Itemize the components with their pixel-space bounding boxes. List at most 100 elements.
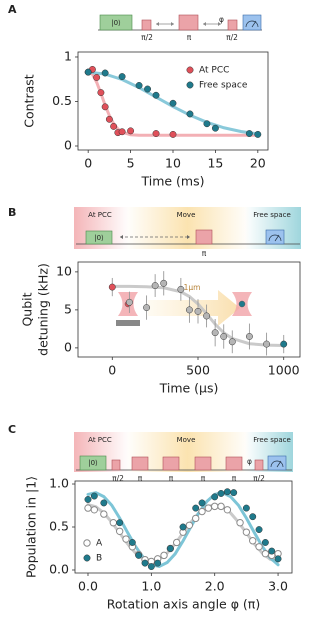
- diagram-label: π: [202, 249, 207, 258]
- diagram-label: φ: [247, 457, 252, 466]
- data-point: [109, 519, 118, 527]
- data-point: [254, 130, 262, 138]
- legend-label: At PCC: [199, 66, 229, 76]
- data-point: [128, 539, 136, 546]
- sequence-c: At PCC Move Free space |0⟩ π/2 π π π π φ…: [74, 432, 293, 483]
- data-point: [127, 127, 135, 135]
- x-tick-label: 5: [127, 156, 135, 171]
- data-point: [198, 499, 206, 507]
- diagram-label: At PCC: [88, 436, 112, 444]
- x-axis-title: Time (ms): [140, 174, 204, 189]
- diagram-label: |0⟩: [111, 19, 121, 27]
- x-tick-label: 1000: [268, 363, 300, 378]
- data-point: [125, 298, 133, 306]
- x-tick-label: 500: [186, 363, 210, 378]
- diagram-label: At PCC: [88, 211, 112, 219]
- data-point: [154, 559, 162, 567]
- x-tick-label: 0.0: [78, 579, 98, 594]
- data-point: [101, 69, 109, 77]
- data-point: [203, 312, 211, 320]
- diagram-label: Free space: [253, 211, 291, 219]
- data-point: [160, 551, 168, 560]
- data-point: [242, 528, 251, 536]
- data-point: [274, 555, 282, 563]
- legend-marker: [83, 554, 91, 562]
- y-tick-label: 0: [64, 339, 72, 354]
- panel-label: C: [8, 423, 16, 436]
- data-point: [118, 73, 126, 81]
- data-point: [236, 519, 244, 527]
- x-tick-label: 2.0: [205, 579, 225, 594]
- data-point: [223, 488, 231, 496]
- data-point: [211, 493, 219, 501]
- data-point: [204, 504, 213, 512]
- data-point: [93, 74, 101, 81]
- y-axis-title: detuning (kHz): [36, 263, 51, 356]
- data-point: [151, 282, 159, 290]
- diagram-label: π: [201, 474, 206, 483]
- data-point: [217, 490, 225, 497]
- data-point: [105, 115, 113, 123]
- data-point: [100, 510, 108, 518]
- diagram-label: Move: [177, 436, 196, 444]
- data-point: [118, 128, 126, 136]
- y-axis-title: Population in |1⟩: [24, 476, 39, 578]
- data-point: [245, 130, 253, 137]
- x-tick-label: 3.0: [268, 579, 288, 594]
- data-point: [152, 91, 160, 99]
- data-point: [101, 103, 109, 111]
- legend-marker: [186, 81, 194, 89]
- data-point: [186, 110, 194, 118]
- legend-marker: [186, 66, 194, 74]
- x-tick-label: 0: [84, 156, 92, 171]
- data-point: [249, 537, 257, 545]
- diagram-label: π/2: [253, 474, 265, 483]
- data-point: [116, 519, 124, 527]
- data-point: [242, 504, 250, 512]
- y-tick-label: 0.5: [52, 93, 72, 108]
- panel-label: B: [8, 206, 16, 219]
- data-point: [144, 85, 152, 93]
- data-point: [152, 130, 160, 137]
- data-point: [169, 99, 177, 107]
- data-point: [191, 514, 200, 523]
- y-tick-label: 1.0: [49, 476, 69, 491]
- data-point: [280, 340, 288, 348]
- data-point: [100, 499, 108, 507]
- x-tick-label: 0: [108, 363, 116, 378]
- data-point: [261, 539, 269, 546]
- data-point: [160, 279, 168, 287]
- sequence-b: At PCC Move Free space |0⟩ π: [74, 207, 301, 258]
- data-point: [177, 285, 185, 293]
- diagram-label: |0⟩: [94, 234, 104, 242]
- data-point: [255, 543, 263, 551]
- data-point: [211, 124, 219, 132]
- data-point: [141, 559, 149, 567]
- x-axis-title: Rotation axis angle φ (π): [107, 597, 260, 612]
- data-point: [135, 82, 143, 89]
- data-point: [230, 489, 238, 497]
- y-tick-label: 10: [56, 263, 72, 278]
- data-point: [110, 122, 118, 130]
- data-point: [122, 535, 130, 543]
- legend-marker: [83, 539, 91, 547]
- data-point: [198, 507, 206, 516]
- y-axis-title: Contrast: [22, 74, 37, 128]
- data-point: [211, 329, 219, 337]
- diagram-label: π: [169, 474, 174, 483]
- data-point: [249, 513, 257, 521]
- panel-label: A: [8, 3, 17, 16]
- data-point: [220, 333, 228, 340]
- data-point: [263, 340, 271, 348]
- data-point: [255, 526, 263, 534]
- data-point: [245, 333, 253, 340]
- x-axis-title: Time (μs): [159, 381, 219, 396]
- data-point: [108, 283, 116, 291]
- x-tick-label: 20: [250, 156, 266, 171]
- legend-label: A: [96, 539, 103, 549]
- data-point: [90, 492, 98, 500]
- diagram-label: π/2: [141, 33, 153, 42]
- data-point: [169, 130, 177, 138]
- data-point: [185, 306, 193, 314]
